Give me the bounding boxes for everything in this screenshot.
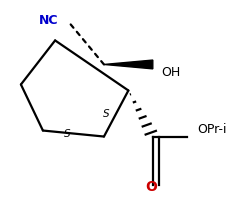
Text: OH: OH <box>161 66 181 79</box>
Text: NC: NC <box>39 14 59 27</box>
Text: O: O <box>146 179 158 193</box>
Polygon shape <box>104 61 153 69</box>
Text: S: S <box>64 128 71 138</box>
Text: S: S <box>103 108 110 118</box>
Text: OPr-i: OPr-i <box>197 122 226 135</box>
